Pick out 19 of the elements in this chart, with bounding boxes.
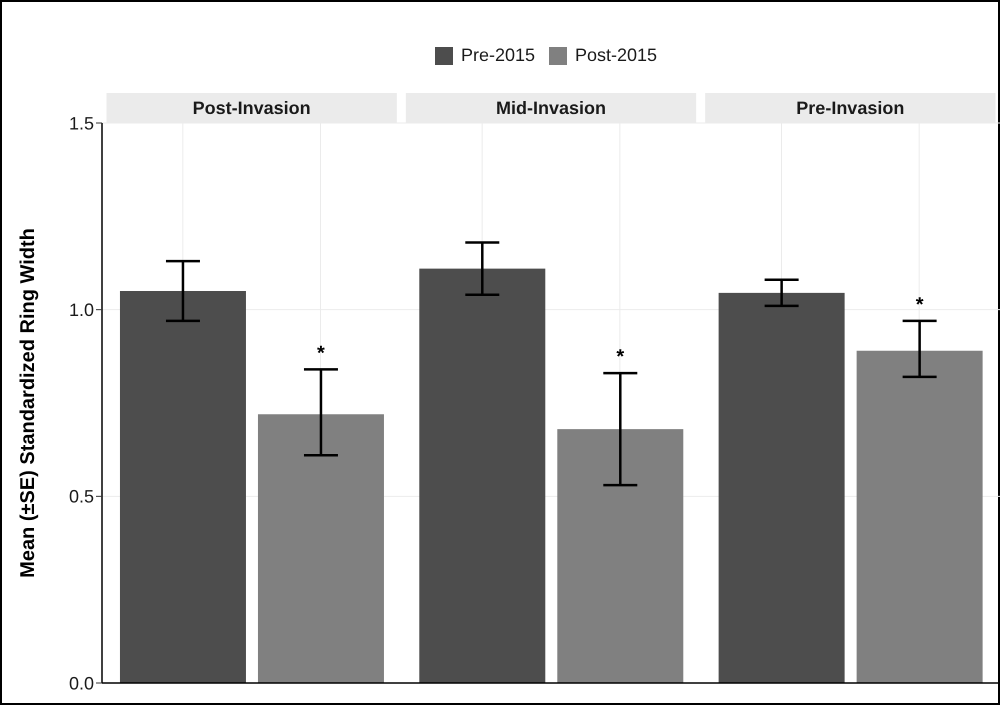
annotation: *: [616, 346, 624, 368]
x-tick-label: Post-Invasion: [192, 98, 311, 118]
y-tick-label: 0.5: [68, 486, 94, 507]
bar: [856, 350, 983, 683]
bar: [557, 429, 684, 683]
bar: [419, 268, 546, 683]
bar: [258, 414, 384, 683]
x-tick-label: Pre-Invasion: [796, 98, 904, 118]
x-tick-label: Mid-Invasion: [496, 98, 606, 118]
annotation: *: [317, 342, 326, 364]
legend-label: Post-2015: [575, 45, 658, 66]
bar: [718, 292, 845, 683]
y-tick-label: 1.0: [68, 300, 94, 320]
y-tick-label: 1.5: [68, 113, 94, 134]
y-axis-title: Mean (±SE) Standardized Ring Width: [17, 228, 40, 578]
y-tick-label: 0.0: [68, 673, 94, 694]
annotation: *: [916, 294, 924, 316]
bar: [120, 291, 246, 683]
legend-label: Pre-2015: [460, 45, 535, 66]
